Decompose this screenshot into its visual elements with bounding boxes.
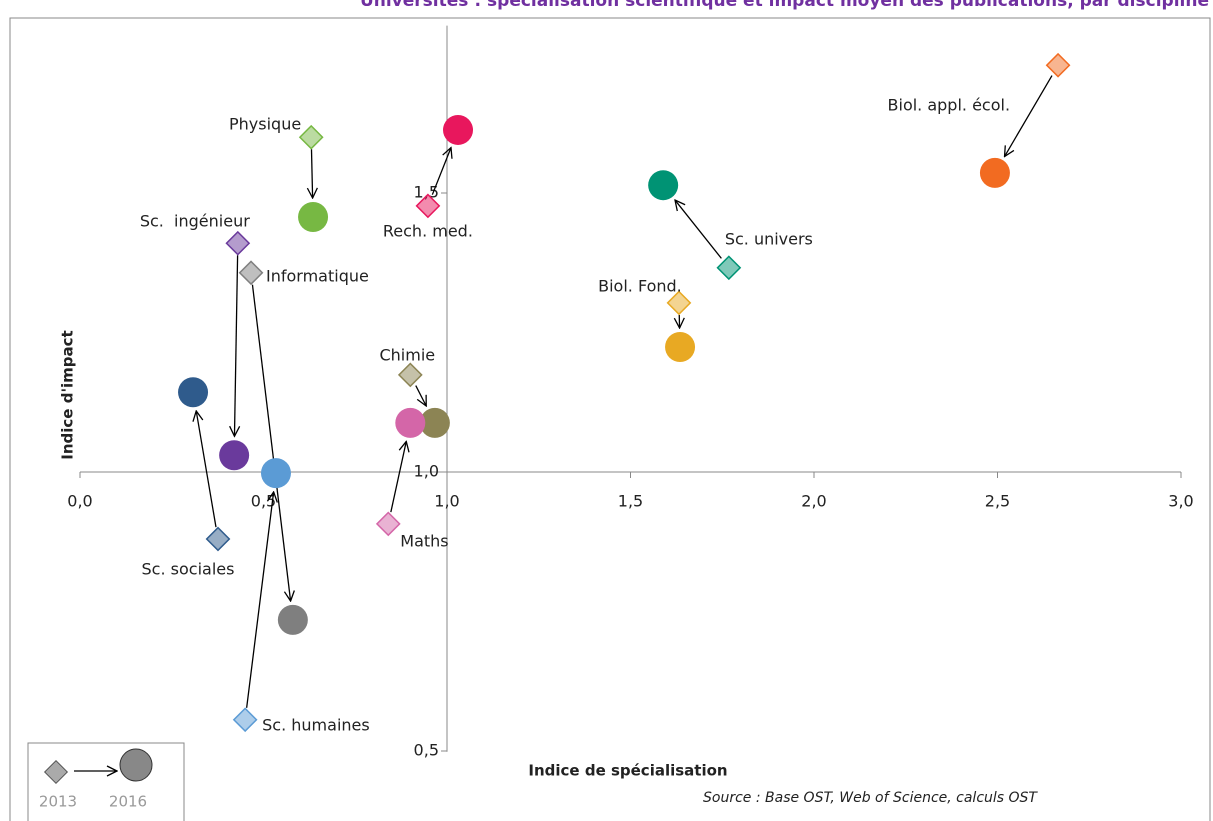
source: Source : Base OST, Web of Science, calcu…	[703, 790, 1038, 806]
arrow	[431, 148, 451, 195]
legend-label: 2016	[109, 793, 147, 811]
series-label: Informatique	[266, 266, 369, 285]
series-label: Maths	[400, 531, 448, 550]
marker-2016	[648, 170, 679, 201]
marker-2016	[665, 332, 696, 363]
marker-2013	[232, 707, 258, 733]
x-axis-label: Indice de spécialisation	[528, 762, 727, 780]
marker-2016	[219, 440, 250, 471]
marker-2016	[260, 458, 291, 489]
marker-2013	[238, 260, 264, 286]
marker-2016	[979, 157, 1010, 188]
y-tick-label: 0,5	[414, 741, 439, 760]
chart-title: Universités : spécialisation scientifiqu…	[360, 0, 1209, 11]
arrow	[1005, 75, 1053, 157]
series-label: Sc. sociales	[142, 559, 235, 578]
arrow	[196, 411, 217, 528]
arrow	[675, 200, 722, 259]
marker-2013	[1045, 52, 1071, 78]
series-label: Biol. appl. écol.	[888, 96, 1011, 115]
frame	[9, 17, 1211, 821]
x-tick-label: 1,0	[434, 492, 459, 511]
marker-2016	[443, 114, 474, 145]
marker-2013	[205, 526, 231, 552]
marker-2016	[395, 407, 426, 438]
marker-2013	[716, 255, 742, 281]
marker-2013	[415, 193, 441, 219]
series-label: Chimie	[379, 345, 435, 364]
y-tick-label: 1,0	[414, 462, 439, 481]
arrow	[311, 149, 312, 198]
series-label: Sc. ingénieur	[140, 212, 250, 231]
marker-2016	[298, 201, 329, 232]
arrow	[415, 385, 426, 406]
marker-2013	[298, 124, 324, 150]
x-tick-label: 2,5	[985, 492, 1010, 511]
y-tick-label: 1,5	[414, 183, 439, 202]
marker-2016	[178, 377, 209, 408]
x-tick-label: 0,0	[67, 492, 92, 511]
y-axis-label: Indice d'impact	[59, 330, 77, 459]
series-label: Sc. univers	[725, 229, 813, 248]
series-label: Sc. humaines	[262, 715, 370, 734]
x-tick-label: 2,0	[801, 492, 826, 511]
arrow	[251, 284, 290, 601]
legend-label: 2013	[39, 793, 77, 811]
marker-2013	[397, 362, 423, 388]
series-label: Rech. med.	[383, 221, 473, 240]
arrow	[245, 492, 274, 708]
arrow	[390, 441, 406, 513]
legend-circle	[119, 748, 153, 782]
x-tick-label: 1,5	[618, 492, 643, 511]
marker-2016	[277, 604, 308, 635]
marker-2013	[225, 230, 251, 256]
series-label: Biol. Fond.	[598, 276, 682, 295]
legend-diamond	[43, 759, 69, 785]
marker-2013	[375, 511, 401, 537]
series-label: Physique	[229, 115, 301, 134]
marker-2016	[419, 407, 450, 438]
marker-2013	[666, 290, 692, 316]
x-tick-label: 3,0	[1168, 492, 1193, 511]
arrow	[234, 255, 237, 436]
